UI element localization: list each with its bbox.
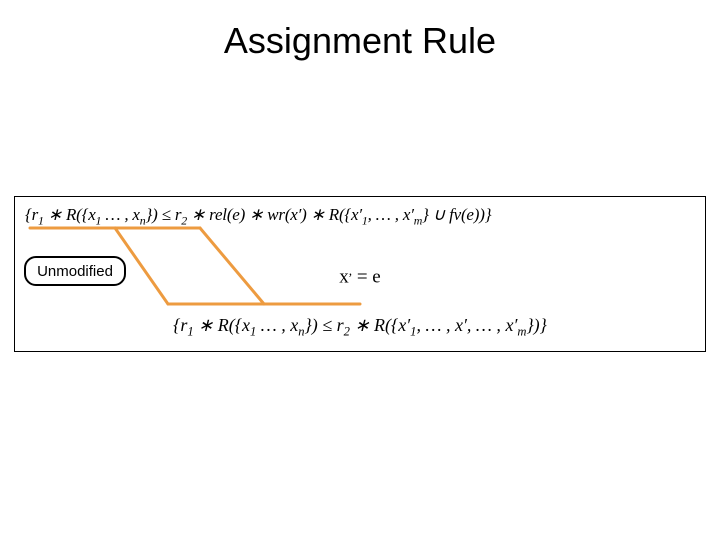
unmodified-label: Unmodified — [37, 263, 113, 280]
formula-premise: {r1 ∗ R({x1 … , xn}) ≤ r2 ∗ rel(e) ∗ wr(… — [25, 205, 695, 228]
unmodified-callout: Unmodified — [24, 256, 126, 286]
formula-conclusion: {r1 ∗ R({x1 … , xn}) ≤ r2 ∗ R({x′1, … , … — [15, 315, 705, 340]
page-title: Assignment Rule — [0, 20, 720, 62]
